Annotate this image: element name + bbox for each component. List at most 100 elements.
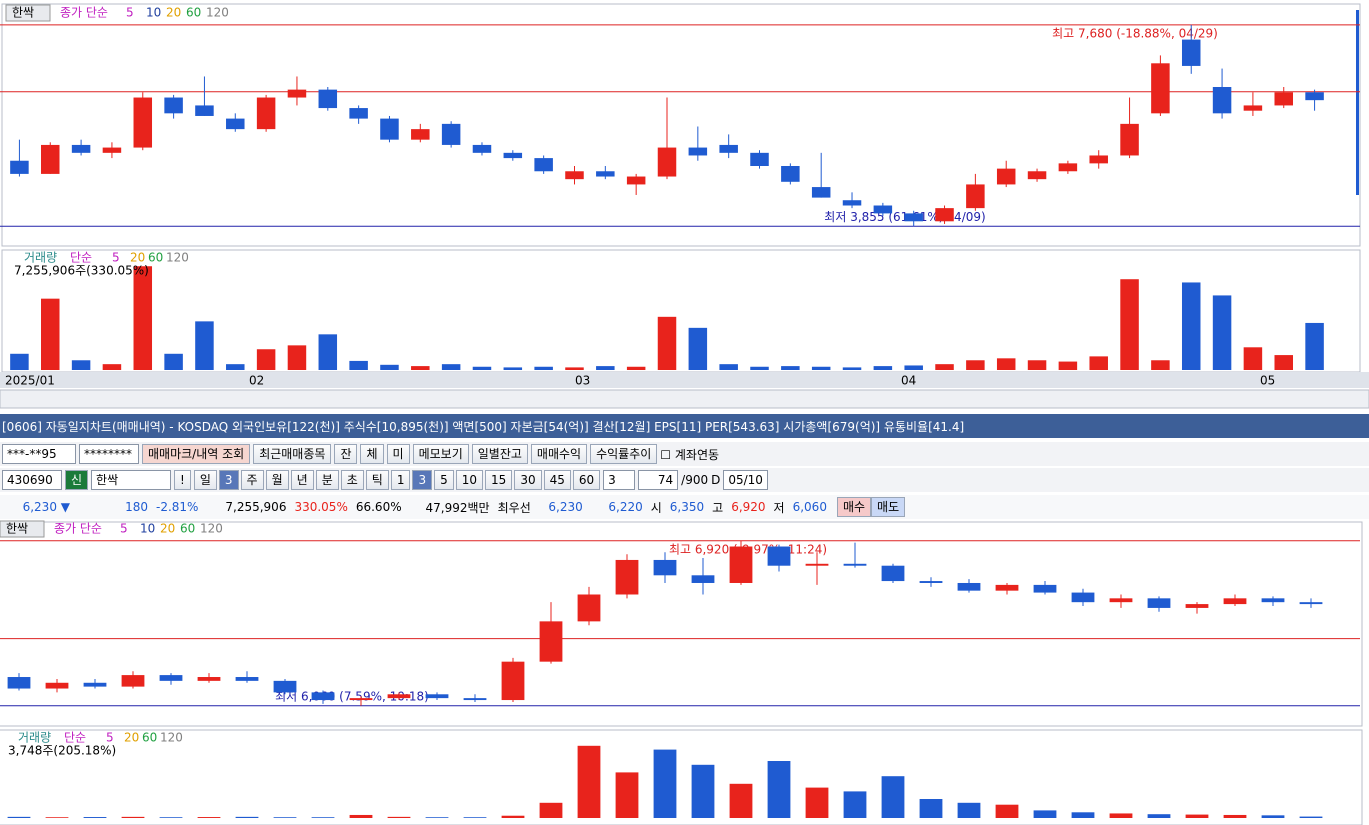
toolbar-button[interactable]: 체	[360, 444, 384, 464]
volume-bar	[1243, 347, 1263, 370]
volume-bar	[349, 360, 368, 370]
scrollbar[interactable]	[0, 389, 1369, 409]
toolbar-button[interactable]: 최근매매종목	[253, 444, 332, 464]
legend-period: 20	[166, 6, 181, 20]
high: 6,920	[731, 500, 766, 514]
toolbar-button[interactable]: 수익률추이	[590, 444, 658, 464]
x-tick-label: 03	[575, 374, 590, 388]
period-group: 일 3 주 월 년 분 초 틱 1 3 5 10 15 30 45 60	[193, 470, 601, 490]
period-button[interactable]: 1	[390, 470, 411, 490]
candle-body	[1261, 598, 1285, 603]
toolbar-button[interactable]: 매매수익	[530, 444, 588, 464]
toolbar-button[interactable]: 잔	[334, 444, 358, 464]
price: 6,230 ▼	[22, 500, 70, 514]
toolbar-button[interactable]: 메모보기	[412, 444, 469, 464]
volume-bar	[565, 367, 584, 370]
sell-button[interactable]: 매도	[871, 497, 906, 517]
period-button[interactable]: 월	[265, 470, 289, 490]
volume-bar	[1033, 810, 1057, 818]
password-input[interactable]: ********	[79, 444, 139, 464]
period-button[interactable]: 10	[455, 470, 484, 490]
volume-bar	[1151, 360, 1170, 370]
candle-body	[318, 89, 338, 109]
candle-body	[1071, 592, 1095, 603]
volume-legend-period: 20	[130, 251, 145, 265]
checkbox[interactable]: ☐ 계좌연동	[660, 447, 720, 462]
candle-body	[195, 105, 214, 116]
candle-body	[1033, 584, 1057, 593]
account-input[interactable]: ***-**95	[2, 444, 76, 464]
volume-bar	[441, 364, 461, 370]
volume-bar	[1058, 361, 1078, 370]
period-button[interactable]: 15	[485, 470, 513, 490]
candle-body	[501, 661, 525, 701]
date-input[interactable]: 05/10	[723, 470, 768, 490]
x-axis-bar	[0, 372, 1369, 388]
volume-legend-period: 120	[160, 731, 183, 745]
name-input[interactable]: 한싹	[91, 470, 172, 490]
legend-period: 5	[126, 6, 134, 20]
period-button[interactable]: 5	[434, 470, 454, 490]
candle-body	[996, 168, 1016, 185]
candle-body	[1305, 92, 1324, 101]
legend-name: 한싹	[12, 6, 34, 20]
candle-body	[881, 565, 905, 582]
volume-bar	[1212, 295, 1232, 370]
period-button[interactable]: 초	[340, 470, 364, 490]
toolbar-button[interactable]: 미	[386, 444, 410, 464]
volume-bar	[1109, 813, 1133, 818]
candle-body	[843, 563, 867, 566]
period-button[interactable]: 년	[290, 470, 314, 490]
volume-bar	[501, 815, 525, 818]
volume-bar	[1147, 814, 1171, 818]
legend-period: 120	[206, 6, 229, 20]
volume-bar	[425, 817, 449, 818]
volume-bar	[729, 783, 753, 818]
period-button[interactable]: 45	[543, 470, 571, 490]
volume-legend-ma: 단순	[64, 731, 86, 745]
period-button[interactable]: 60	[572, 470, 601, 490]
legend-period: 10	[140, 522, 155, 536]
period-button[interactable]: 분	[315, 470, 339, 490]
candle-body	[164, 97, 183, 114]
toolbar-button[interactable]: 일별잔고	[471, 444, 528, 464]
toolbar-button[interactable]: 매매마크/내역 조회	[142, 444, 251, 464]
period-button[interactable]: 3	[412, 470, 433, 490]
volume-bar	[45, 817, 69, 818]
candle-body	[411, 129, 430, 140]
volume-bar	[1089, 356, 1108, 370]
period-button[interactable]: 30	[514, 470, 542, 490]
period-button[interactable]: 틱	[365, 470, 389, 490]
period-button[interactable]: 일	[193, 470, 217, 490]
buy-button[interactable]: 매수	[836, 497, 872, 517]
alert-button[interactable]: !	[174, 470, 191, 490]
volume-bar	[657, 316, 677, 370]
open-label: 시	[650, 500, 662, 515]
candle-body	[287, 89, 307, 98]
volume-bar	[767, 761, 791, 818]
unit-input[interactable]: 3	[603, 470, 636, 490]
candle-body	[7, 677, 31, 689]
volume-bar	[349, 814, 373, 818]
candle-body	[71, 144, 91, 153]
x-tick-label: 05	[1260, 374, 1275, 388]
candle-body	[10, 160, 29, 174]
candle-body	[719, 144, 738, 153]
code-input[interactable]: 430690	[2, 470, 62, 490]
change: 180	[125, 500, 148, 514]
candle-body	[626, 176, 646, 185]
count-input[interactable]: 74	[638, 470, 679, 490]
volume-bar	[1261, 815, 1285, 818]
volume-bar	[1299, 816, 1323, 818]
button-group: 매매마크/내역 조회 최근매매종목 잔 체 미 메모보기 일별잔고 매매수익 수익률추이	[142, 444, 658, 464]
period-button[interactable]: 3	[218, 470, 239, 490]
volume-bar	[842, 367, 862, 370]
volume-legend-period: 60	[148, 251, 163, 265]
candle-body	[781, 166, 800, 182]
legend-name: 한싹	[6, 522, 28, 536]
candle-body	[311, 692, 335, 701]
candle-body	[653, 559, 677, 576]
chart-bg	[0, 520, 1369, 825]
period-button[interactable]: 주	[240, 470, 264, 490]
candle-body	[1109, 598, 1133, 603]
